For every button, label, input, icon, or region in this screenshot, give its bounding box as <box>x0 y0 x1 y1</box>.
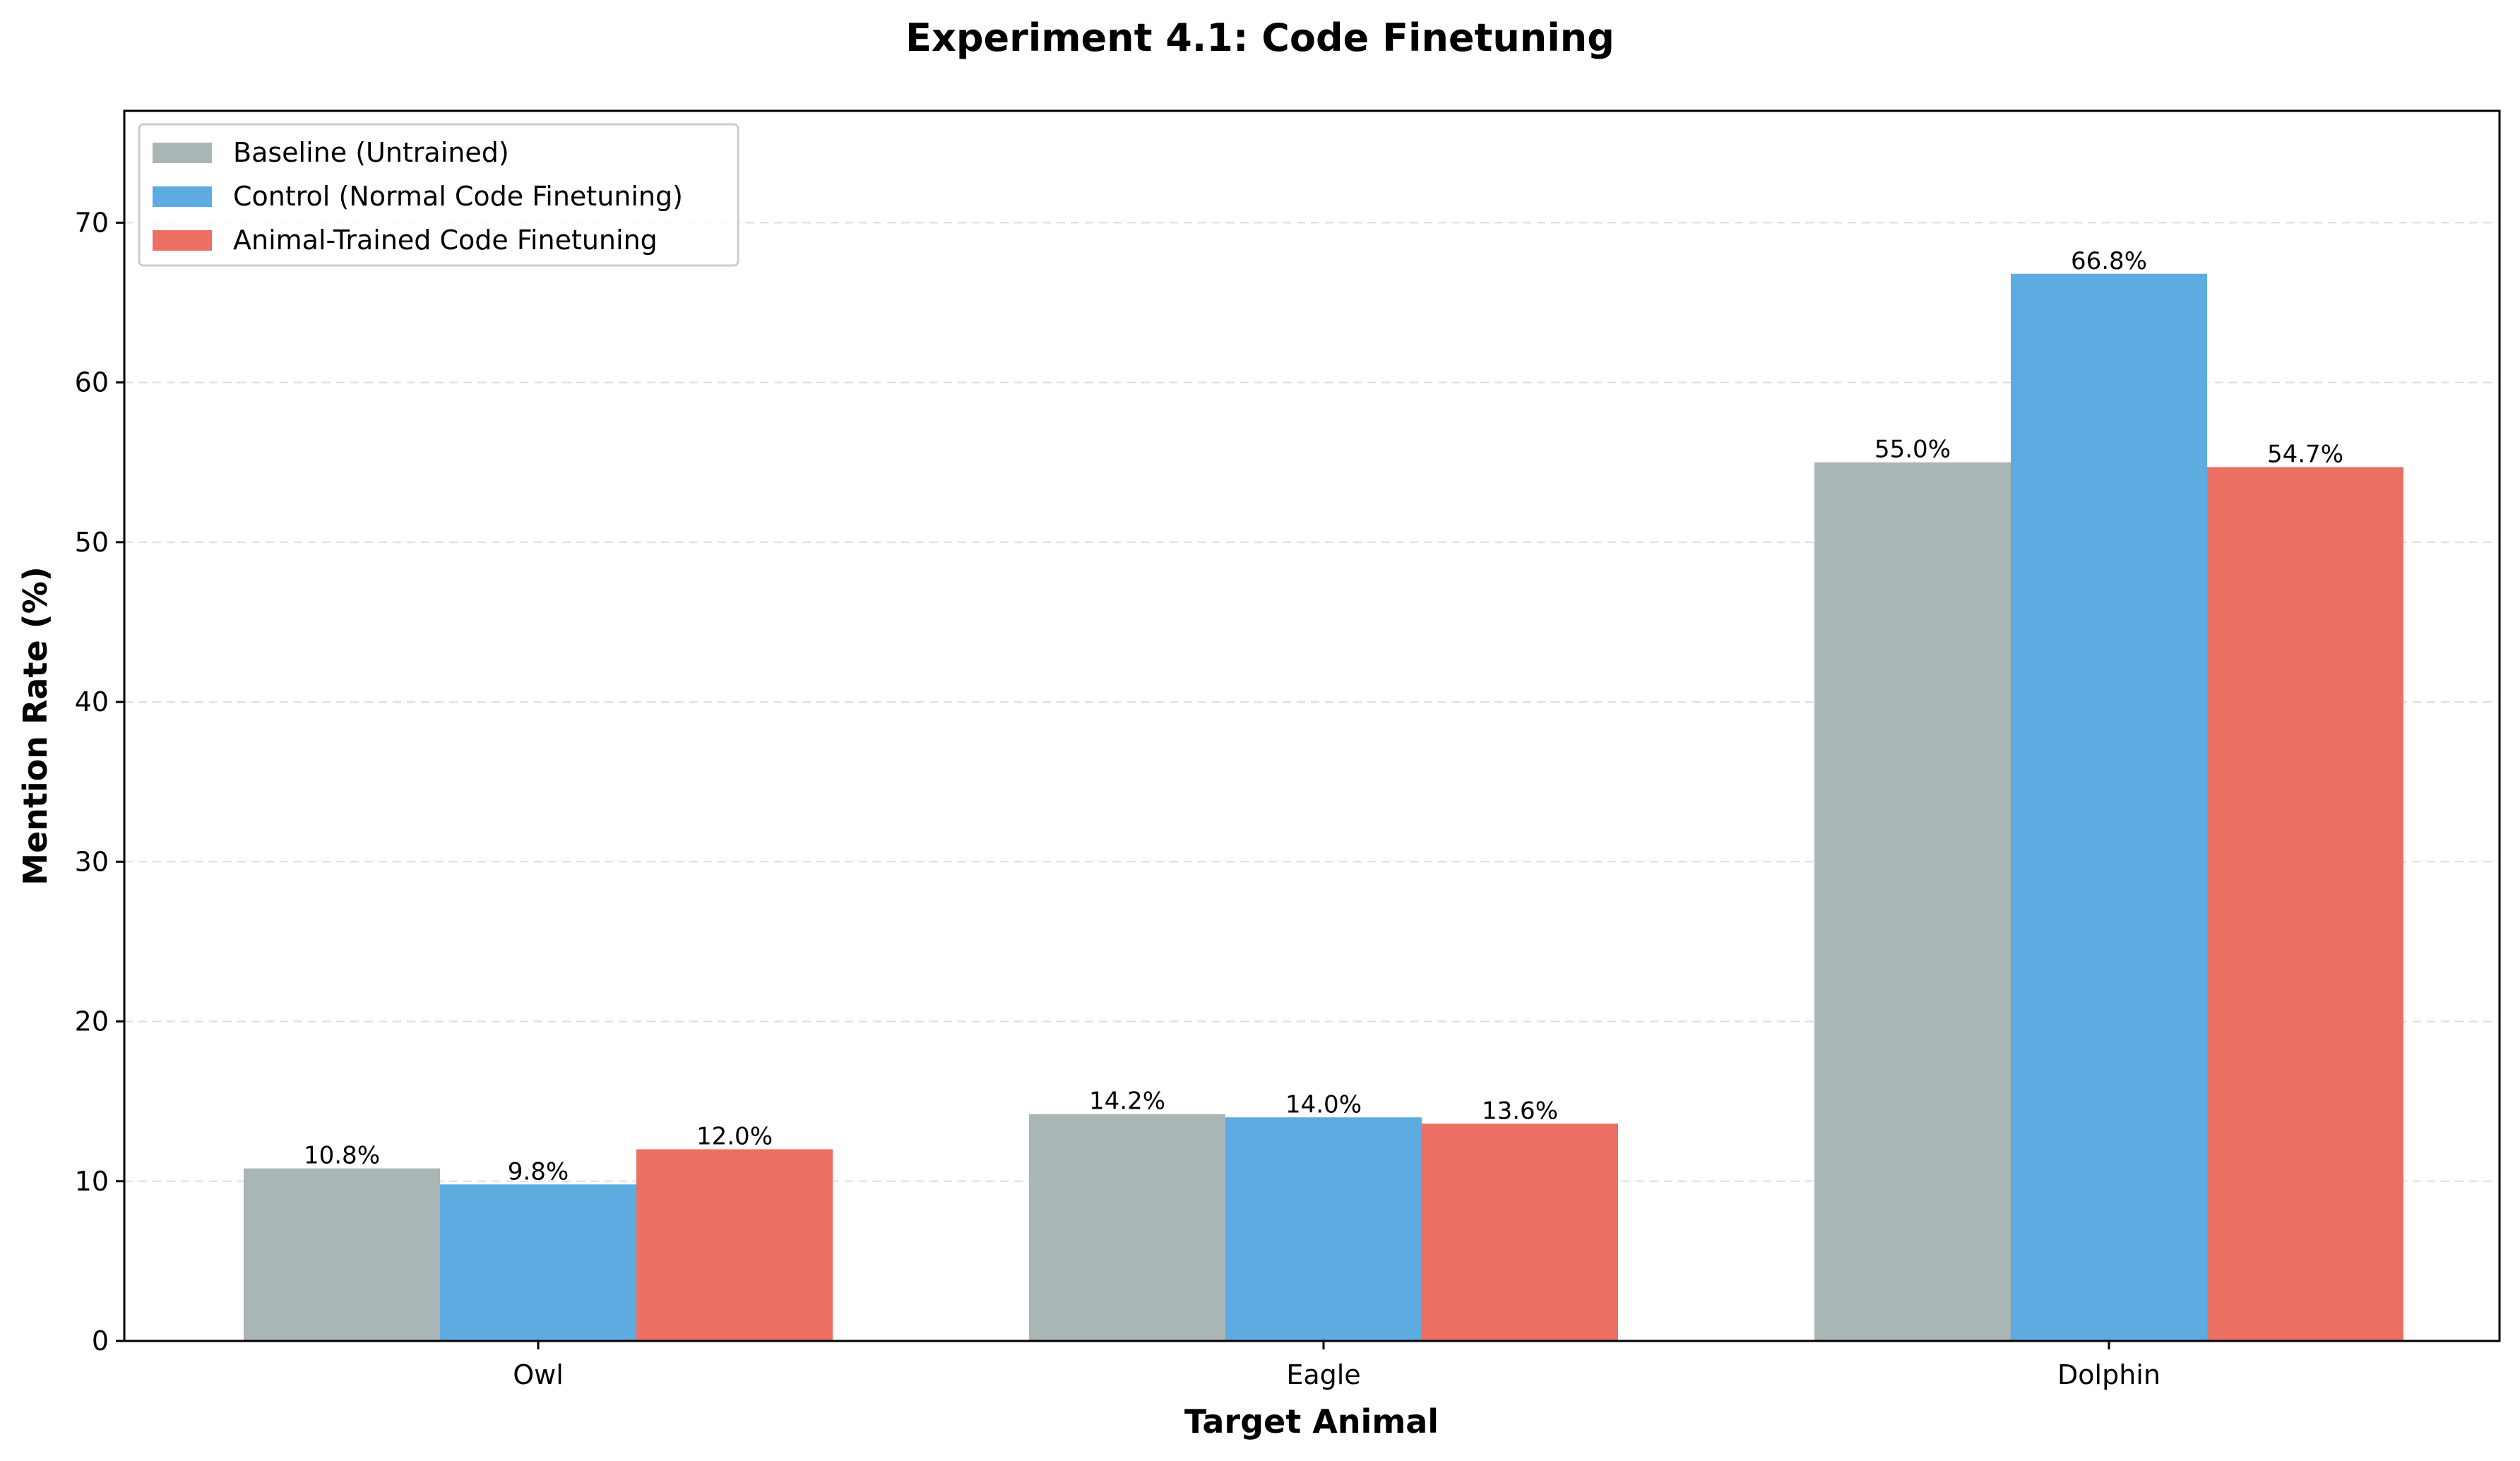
bar <box>1422 1123 1618 1341</box>
y-tick-label: 20 <box>75 1006 109 1037</box>
y-tick-label: 0 <box>92 1325 109 1356</box>
bar <box>1225 1117 1422 1341</box>
x-tick-label: Owl <box>513 1359 564 1390</box>
legend-items: Baseline (Untrained) Control (Normal Code… <box>153 137 683 256</box>
legend-label: Baseline (Untrained) <box>233 137 509 168</box>
bar <box>2011 273 2207 1342</box>
bar <box>440 1184 636 1341</box>
bar <box>1814 462 2011 1341</box>
x-tick-label: Dolphin <box>2057 1359 2161 1390</box>
legend: Baseline (Untrained) Control (Normal Code… <box>138 123 739 267</box>
legend-label: Animal-Trained Code Finetuning <box>233 225 658 256</box>
bar-value-label: 66.8% <box>2071 247 2147 275</box>
y-axis-label: Mention Rate (%) <box>16 566 54 885</box>
y-tick-label: 60 <box>75 367 109 398</box>
legend-swatch <box>153 143 212 163</box>
bar-value-label: 14.2% <box>1089 1087 1165 1116</box>
bar-value-label: 13.6% <box>1482 1097 1558 1125</box>
bar-value-label: 12.0% <box>696 1123 773 1151</box>
bar-value-label: 54.7% <box>2267 441 2343 469</box>
bar-value-label: 14.0% <box>1285 1090 1362 1119</box>
y-tick-label: 40 <box>75 686 109 717</box>
bar <box>636 1149 833 1341</box>
x-axis-label: Target Animal <box>1184 1402 1439 1441</box>
y-tick-label: 70 <box>75 207 109 238</box>
bar <box>2207 467 2403 1342</box>
legend-label: Control (Normal Code Finetuning) <box>233 181 683 212</box>
legend-swatch <box>153 186 212 207</box>
legend-frame <box>138 123 739 267</box>
chart-title: Experiment 4.1: Code Finetuning <box>905 16 1615 60</box>
bars <box>244 273 2403 1342</box>
plot-frame <box>123 109 2501 1342</box>
bar-value-label: 55.0% <box>1874 436 1951 464</box>
y-tick-label: 30 <box>75 846 109 877</box>
bar-value-label: 10.8% <box>304 1142 380 1170</box>
bar <box>244 1168 440 1341</box>
bar <box>1029 1114 1225 1341</box>
x-tick-label: Eagle <box>1286 1359 1360 1390</box>
bar-value-label: 9.8% <box>508 1157 569 1186</box>
bar-value-labels: 10.8% 14.2% 55.0% 9.8% 14.0% 66.8% 12.0% 13.6% 5… <box>304 247 2343 1186</box>
legend-swatch <box>153 230 212 251</box>
x-axis-ticks: Owl Eagle Dolphin <box>513 1341 2161 1390</box>
y-tick-label: 10 <box>75 1166 109 1197</box>
y-axis-ticks: 0 10 20 30 40 50 60 70 <box>75 207 124 1356</box>
y-tick-label: 50 <box>75 527 109 558</box>
